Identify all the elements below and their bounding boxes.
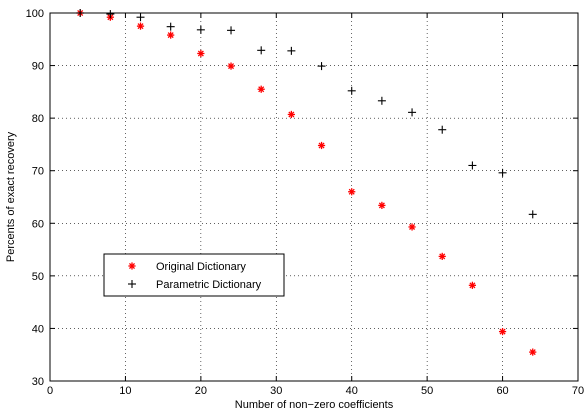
legend-asterisk [128, 262, 136, 270]
legend-marker-original [128, 262, 136, 270]
data-point-parametric [377, 96, 386, 105]
data-point-original [136, 22, 145, 30]
x-tick-label: 60 [496, 385, 508, 397]
data-point-original [408, 223, 416, 231]
asterisk-stroke [258, 86, 265, 93]
plot-frame [49, 12, 579, 382]
data-point-parametric [166, 22, 175, 31]
data-points [76, 9, 537, 356]
x-tick-label: 20 [195, 385, 207, 397]
y-tick-label: 100 [26, 8, 44, 20]
data-point-original [167, 31, 175, 39]
asterisk-stroke [529, 349, 536, 356]
data-point-original [287, 110, 295, 119]
x-tick-label: 70 [572, 385, 584, 397]
y-tick-label: 50 [32, 271, 44, 283]
data-point-parametric [317, 62, 326, 71]
x-tick-label: 10 [119, 385, 131, 397]
legend: Original Dictionary Parametric Dictionar… [103, 253, 285, 297]
asterisk-stroke [137, 23, 144, 30]
data-point-original [529, 348, 537, 356]
asterisk-stroke [228, 63, 235, 70]
asterisk-stroke [318, 142, 325, 149]
legend-box [103, 253, 285, 297]
y-tick-label: 60 [32, 218, 44, 230]
legend-marker-parametric [128, 280, 136, 288]
x-tick-label: 0 [47, 385, 53, 397]
data-point-parametric [528, 210, 537, 219]
data-point-original [378, 201, 386, 210]
y-tick-label: 30 [32, 376, 44, 388]
data-point-original [197, 49, 205, 58]
series-parametric-dictionary [76, 9, 537, 219]
asterisk-stroke [128, 262, 136, 270]
data-point-parametric [136, 13, 145, 22]
data-point-original [468, 281, 476, 289]
data-point-original [317, 141, 326, 150]
data-point-original [227, 62, 235, 70]
x-tick-label: 50 [421, 385, 433, 397]
x-axis-label: Number of non−zero coefficients [235, 399, 394, 411]
data-point-parametric [468, 161, 477, 170]
asterisk-stroke [378, 202, 385, 209]
y-axis-label: Percents of exact recovery [5, 131, 17, 262]
data-point-parametric [408, 108, 417, 117]
data-point-original [348, 188, 356, 196]
asterisk-stroke [197, 50, 204, 57]
asterisk-stroke [499, 328, 506, 335]
y-tick-label: 80 [32, 113, 44, 125]
y-tick-label: 40 [32, 323, 44, 335]
data-point-parametric [227, 26, 236, 35]
asterisk-stroke [439, 253, 446, 260]
legend-label-parametric: Parametric Dictionary [156, 279, 262, 291]
x-tick-label: 40 [346, 385, 358, 397]
x-tick-label: 30 [270, 385, 282, 397]
data-point-parametric [438, 125, 447, 134]
data-point-original [438, 252, 446, 261]
data-point-parametric [76, 9, 85, 17]
asterisk-stroke [469, 282, 476, 289]
asterisk-stroke [167, 32, 174, 39]
y-tick-label: 90 [32, 61, 44, 73]
data-point-parametric [257, 46, 266, 55]
data-point-parametric [347, 86, 356, 95]
data-point-original [257, 85, 265, 93]
axis-ticks: 0 10 20 30 40 50 60 70 30 40 50 60 70 80 90 100 [26, 8, 584, 397]
legend-label-original: Original Dictionary [156, 261, 246, 273]
data-point-parametric [498, 168, 507, 177]
data-point-original [498, 327, 507, 336]
data-point-parametric [106, 10, 115, 19]
y-tick-label: 70 [32, 166, 44, 178]
legend-plus [128, 280, 136, 288]
asterisk-stroke [348, 188, 355, 195]
data-point-parametric [196, 25, 205, 34]
asterisk-stroke [288, 111, 295, 118]
asterisk-stroke [409, 223, 416, 230]
data-point-parametric [287, 46, 296, 55]
